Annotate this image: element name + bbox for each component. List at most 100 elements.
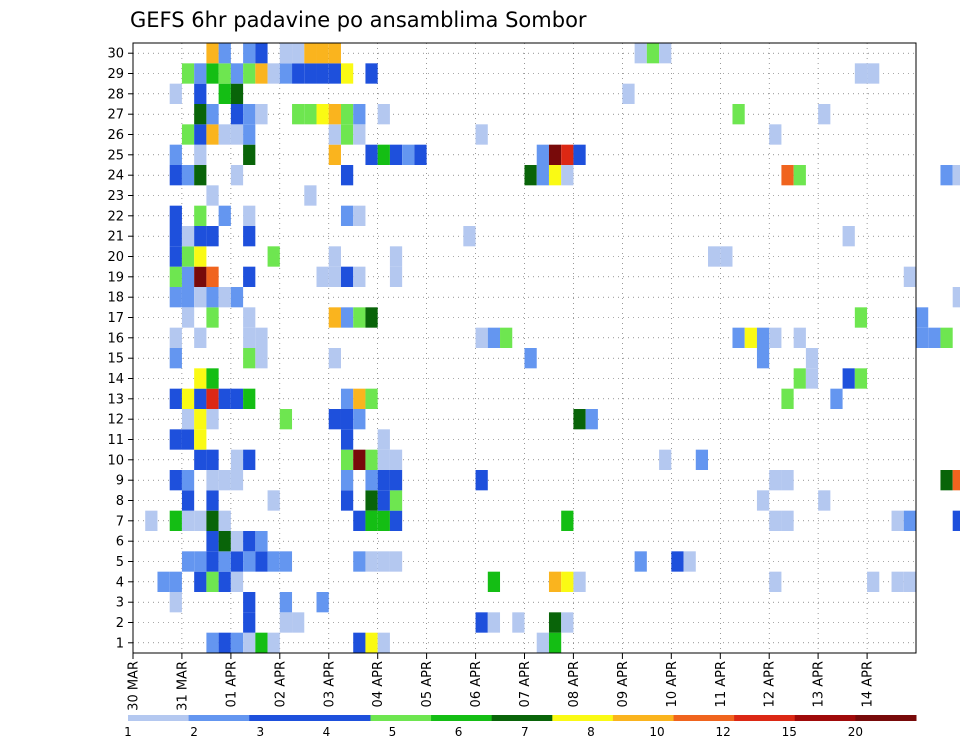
heatmap-cell-m1-s37 [218, 632, 231, 653]
heatmap-cell-m24-s47 [340, 165, 354, 186]
heatmap-cell-m22-s35 [194, 205, 207, 226]
heatmap-cell-m29-s42 [279, 63, 293, 84]
heatmap-cell-m9-s51 [389, 470, 403, 491]
y-tick-label: 25 [107, 148, 124, 163]
heatmap-cell-m21-s35 [194, 226, 207, 247]
heatmap-cell-m30-s40 [255, 43, 268, 64]
heatmap-cell-m27-s35 [194, 104, 207, 125]
heatmap-cell-m20-s77 [708, 246, 721, 267]
colorbar-segment [734, 715, 796, 721]
colorbar-tick-label: 4 [323, 725, 331, 739]
heatmap-cell-m26-s35 [194, 124, 207, 145]
x-tick-label: 08 APR [567, 661, 582, 707]
heatmap-cell-m10-s36 [206, 449, 219, 470]
heatmap-cell-m19-s93 [903, 266, 916, 287]
heatmap-cell-m19-s48 [353, 266, 366, 287]
heatmap-cell-m28-s35 [194, 83, 207, 104]
y-tick-label: 21 [107, 230, 124, 245]
heatmap-cell-m9-s50 [377, 470, 390, 491]
colorbar-tick-label: 10 [649, 725, 664, 739]
colorbar-tick-label: 1 [124, 725, 132, 739]
heatmap-cell-m13-s37 [218, 388, 231, 409]
heatmap-cell-m13-s49 [365, 388, 378, 409]
heatmap-cell-m2-s39 [243, 612, 256, 633]
heatmap-cell-m22-s37 [218, 205, 231, 226]
x-tick-label: 30 MAR [127, 661, 142, 711]
heatmap-cell-m16-s35 [194, 327, 207, 348]
colorbar-tick-label: 12 [715, 725, 730, 739]
heatmap-cell-m9-s58 [475, 470, 488, 491]
heatmap-cell-m30-s46 [328, 43, 341, 64]
heatmap-cell-m20-s33 [169, 246, 182, 267]
heatmap-cell-m25-s63 [536, 144, 549, 165]
heatmap-cell-m26-s39 [243, 124, 256, 145]
heatmap-cell-m21-s34 [181, 226, 195, 247]
heatmap-cell-m4-s64 [548, 571, 562, 592]
heatmap-cell-m7-s92 [891, 510, 904, 531]
colorbar-tick-label: 7 [521, 725, 529, 739]
heatmap-cell-m25-s49 [365, 144, 378, 165]
heatmap-cell-m25-s35 [194, 144, 207, 165]
heatmap-cell-m9-s38 [230, 470, 244, 491]
heatmap-cell-m17-s89 [854, 307, 868, 328]
heatmap-cell-m29-s43 [292, 63, 305, 84]
x-tick-label: 04 APR [371, 661, 386, 707]
y-tick-label: 27 [107, 108, 124, 123]
heatmap-cell-m15-s39 [243, 348, 256, 369]
heatmap-cell-m26-s46 [328, 124, 341, 145]
heatmap-cell-m1-s41 [267, 632, 280, 653]
x-tick-label: 01 APR [224, 661, 239, 707]
heatmap-cell-m1-s48 [353, 632, 366, 653]
y-tick-label: 22 [107, 209, 124, 224]
heatmap-cell-m11-s35 [194, 429, 207, 450]
heatmap-cell-m10-s35 [194, 449, 207, 470]
heatmap-cell-m27-s40 [255, 104, 268, 125]
heatmap-cell-m26-s82 [769, 124, 782, 145]
heatmap-cell-m7-s51 [389, 510, 403, 531]
heatmap-cell-m7-s49 [365, 510, 378, 531]
heatmap-cell-m24-s34 [181, 165, 195, 186]
heatmap-cell-m30-s72 [646, 43, 660, 64]
heatmap-cell-m2-s59 [487, 612, 501, 633]
heatmap-cell-m29-s35 [194, 63, 207, 84]
heatmap-cell-m7-s65 [561, 510, 574, 531]
heatmap-cell-m9-s34 [181, 470, 195, 491]
heatmap-cell-m15-s85 [805, 348, 819, 369]
heatmap-cell-m30-s45 [316, 43, 329, 64]
heatmap-cell-m15-s62 [524, 348, 537, 369]
heatmap-cell-m22-s39 [243, 205, 256, 226]
heatmap-cell-m4-s90 [867, 571, 880, 592]
heatmap-cell-m11-s34 [181, 429, 195, 450]
heatmap-cell-m5-s37 [218, 551, 231, 572]
y-tick-label: 1 [116, 636, 124, 651]
heatmap-cell-m30-s39 [243, 43, 256, 64]
y-axis: 1234567891011121314151617181920212223242… [107, 47, 133, 651]
heatmap-cell-m20-s35 [194, 246, 207, 267]
colorbar-tick-label: 15 [782, 725, 797, 739]
heatmap-cell-m26-s38 [230, 124, 244, 145]
heatmap-cell-m8-s49 [365, 490, 378, 511]
heatmap-cell-m4-s92 [891, 571, 904, 592]
heatmap-cell-m29-s90 [867, 63, 880, 84]
heatmap-cell-m4-s32 [157, 571, 170, 592]
heatmap-cell-m10-s50 [377, 449, 390, 470]
heatmap-cell-m1-s63 [536, 632, 549, 653]
y-tick-label: 23 [107, 189, 124, 204]
heatmap-cell-m22-s48 [353, 205, 366, 226]
heatmap-cell-m19-s33 [169, 266, 182, 287]
heatmap-cell-m13-s35 [194, 388, 207, 409]
heatmap-cell-m3-s42 [279, 592, 293, 613]
y-tick-label: 13 [107, 392, 124, 407]
heatmap-cell-m30-s71 [634, 43, 647, 64]
heatmap-cell-m4-s66 [573, 571, 586, 592]
y-tick-label: 4 [116, 575, 124, 590]
heatmap-cell-m17-s34 [181, 307, 195, 328]
heatmap-cell-m2-s42 [279, 612, 293, 633]
heatmap-cell-m2-s64 [548, 612, 562, 633]
heatmap-cell-m24-s65 [561, 165, 574, 186]
heatmap-cell-m29-s39 [243, 63, 256, 84]
heatmap-cell-m1-s64 [548, 632, 562, 653]
heatmap-cell-m24-s63 [536, 165, 549, 186]
heatmap-cell-m11-s47 [340, 429, 354, 450]
heatmap-cell-m14-s84 [793, 368, 806, 389]
